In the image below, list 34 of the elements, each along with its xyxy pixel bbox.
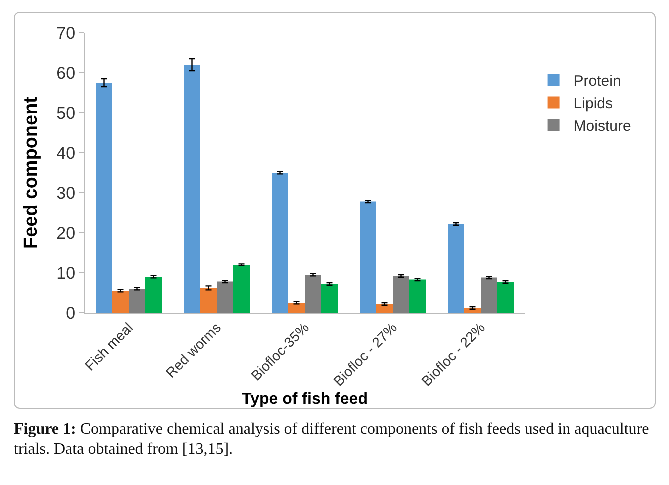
bar: [498, 282, 514, 313]
y-tick-label: 50: [56, 104, 76, 123]
x-axis-title: Type of fish feed: [242, 391, 368, 408]
y-tick-label: 30: [56, 184, 76, 203]
bar: [288, 303, 305, 313]
bar: [200, 288, 217, 313]
legend-label: Protein: [574, 73, 622, 90]
bar: [481, 278, 498, 313]
y-tick-label: 70: [56, 24, 76, 43]
y-tick-label: 20: [56, 224, 76, 243]
bar: [322, 284, 338, 313]
legend-label: Lipids: [574, 96, 614, 113]
bar: [360, 202, 376, 313]
bar: [184, 65, 200, 313]
bar: [448, 224, 464, 313]
y-tick-label: 10: [56, 264, 76, 283]
bar: [305, 275, 322, 313]
caption: Figure 1: Comparative chemical analysis of different components of fish feeds used in aquaculture trials. Data obtained from [13,15].: [14, 421, 650, 458]
y-tick-label: 0: [66, 304, 76, 323]
bar: [96, 83, 112, 313]
bar: [464, 308, 481, 313]
bar: [146, 277, 162, 313]
legend-label: Moisture: [574, 118, 632, 136]
bar: [393, 276, 410, 313]
y-axis-title: Feed component: [21, 96, 42, 250]
bar: [272, 173, 288, 313]
bar: [410, 280, 426, 313]
y-tick-label: 40: [56, 144, 76, 163]
bar: [217, 282, 234, 313]
bar: [129, 289, 146, 313]
bar: [234, 265, 250, 313]
bar: [112, 291, 129, 313]
y-tick-label: 60: [56, 64, 76, 83]
bar: [376, 304, 393, 313]
